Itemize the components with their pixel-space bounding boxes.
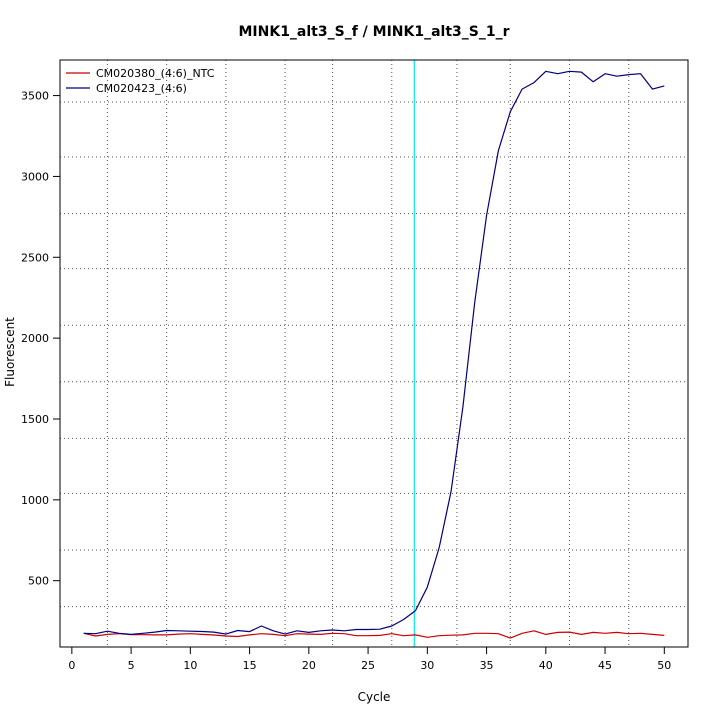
- x-tick-label: 15: [243, 659, 257, 672]
- legend: CM020380_(4:6)_NTC CM020423_(4:6): [66, 67, 215, 95]
- x-tick-label: 50: [657, 659, 671, 672]
- grid-lines: [60, 60, 688, 647]
- x-tick-label: 25: [361, 659, 375, 672]
- x-axis: 0 5 10 15 20 25 30 35 40 45 50: [68, 646, 671, 672]
- legend-label-1: CM020380_(4:6)_NTC: [96, 67, 215, 80]
- y-tick-label: 3500: [21, 90, 49, 103]
- x-tick-label: 45: [598, 659, 612, 672]
- y-tick-label: 3000: [21, 170, 49, 183]
- plot-area-border: [59, 59, 689, 648]
- x-tick-label: 0: [68, 659, 75, 672]
- y-axis-label: Fluorescent: [3, 317, 17, 387]
- x-tick-label: 20: [302, 659, 316, 672]
- x-tick-label: 10: [183, 659, 197, 672]
- x-tick-label: 35: [480, 659, 494, 672]
- series-line-2: [83, 70, 665, 636]
- y-tick-label: 1500: [21, 413, 49, 426]
- x-tick-label: 5: [128, 659, 135, 672]
- y-tick-label: 500: [28, 575, 49, 588]
- y-tick-label: 2000: [21, 332, 49, 345]
- y-tick-label: 1000: [21, 494, 49, 507]
- data-series: [83, 70, 665, 639]
- x-tick-label: 30: [420, 659, 434, 672]
- x-tick-label: 40: [539, 659, 553, 672]
- legend-label-2: CM020423_(4:6): [96, 82, 187, 95]
- series-line-1: [83, 630, 665, 639]
- y-axis: 500 1000 1500 2000 2500 3000 3500: [21, 90, 61, 588]
- y-tick-label: 2500: [21, 251, 49, 264]
- chart-title: MINK1_alt3_S_f / MINK1_alt3_S_1_r: [238, 24, 509, 40]
- x-axis-label: Cycle: [358, 690, 391, 704]
